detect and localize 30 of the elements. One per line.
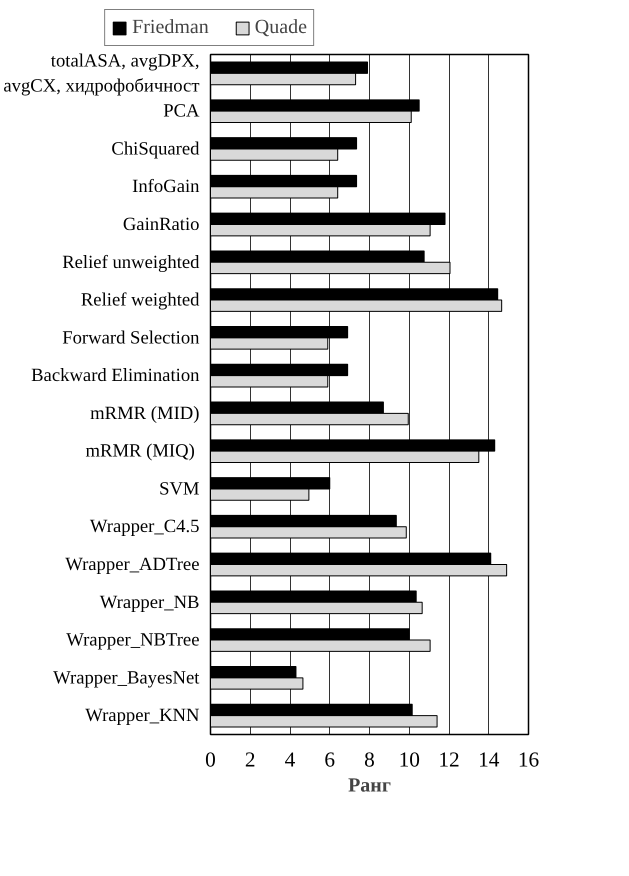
y-tick-label: totalASA, avgDPX, avgCX, хидрофобичност bbox=[3, 50, 200, 96]
x-tick-label: 10 bbox=[398, 748, 420, 772]
y-tick-label: Wrapper_KNN bbox=[85, 705, 200, 726]
x-tick-label: 4 bbox=[284, 748, 296, 772]
y-tick-label: Wrapper_NBTree bbox=[66, 630, 200, 651]
x-tick-label: 16 bbox=[518, 748, 540, 772]
x-tick-label: 14 bbox=[478, 748, 500, 772]
legend-label: Friedman bbox=[132, 16, 209, 39]
x-axis-title: Ранг bbox=[348, 774, 391, 796]
y-tick-label: Wrapper_C4.5 bbox=[90, 516, 200, 538]
y-tick-label: PCA bbox=[163, 100, 200, 122]
y-tick-label: GainRatio bbox=[122, 214, 200, 235]
y-tick-label: Relief weighted bbox=[80, 290, 200, 311]
legend-label: Quade bbox=[254, 16, 307, 39]
y-tick-label: mRMR (MIQ) bbox=[85, 440, 195, 462]
y-tick-label: ChiSquared bbox=[111, 138, 200, 160]
y-tick-label: Wrapper_ADTree bbox=[65, 554, 200, 575]
y-tick-label: InfoGain bbox=[132, 176, 200, 198]
y-tick-label: Backward Elimination bbox=[31, 365, 200, 386]
y-tick-label: Forward Selection bbox=[62, 327, 200, 348]
x-tick-label: 6 bbox=[324, 748, 336, 772]
x-tick-label: 8 bbox=[364, 748, 375, 772]
x-tick-label: 12 bbox=[438, 748, 460, 772]
y-tick-label: Relief unweighted bbox=[62, 252, 200, 273]
x-tick-label: 2 bbox=[244, 748, 256, 772]
y-tick-label: SVM bbox=[159, 478, 200, 500]
y-tick-label: mRMR (MID) bbox=[90, 402, 200, 424]
y-tick-label: Wrapper_BayesNet bbox=[53, 667, 200, 688]
x-tick-label: 0 bbox=[205, 748, 216, 772]
y-tick-label: Wrapper_NB bbox=[100, 592, 200, 613]
